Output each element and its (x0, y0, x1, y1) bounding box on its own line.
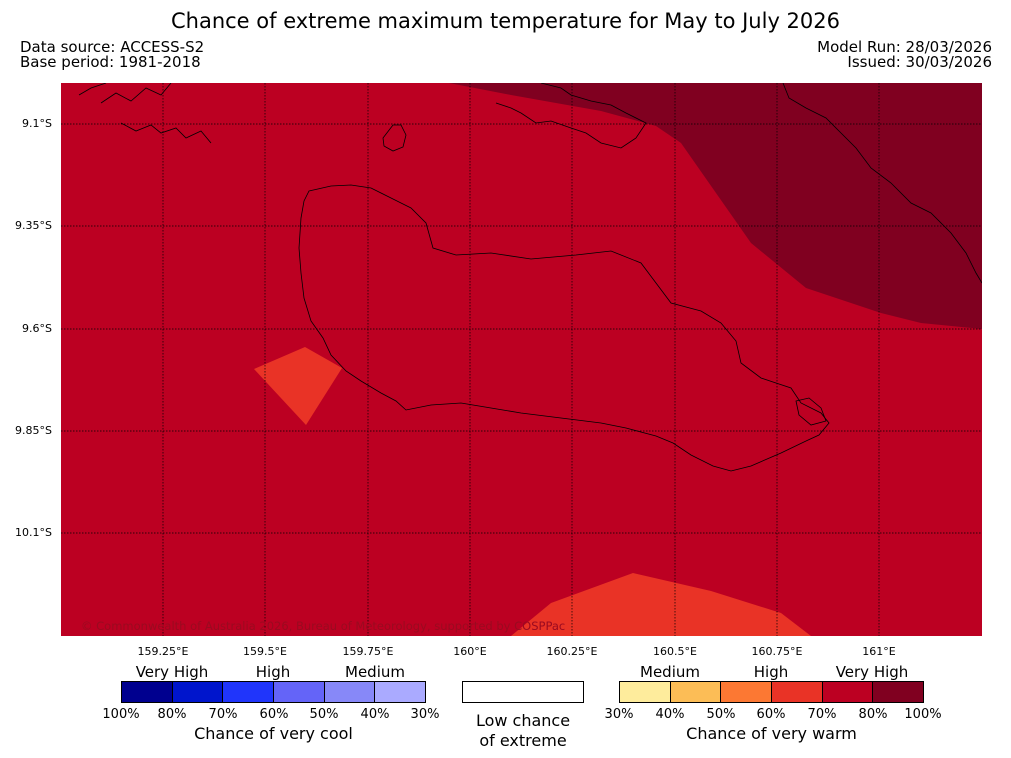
neutral-caption-line: of extreme (479, 731, 567, 750)
chart-title: Chance of extreme maximum temperature fo… (170, 9, 840, 33)
lon-tick: 159.25°E (137, 645, 189, 658)
lon-tick: 160.75°E (751, 645, 803, 658)
gridlines (61, 83, 982, 636)
warm-percent: 100% (904, 707, 942, 722)
warm-caption: Chance of very warm (686, 724, 857, 743)
cool-percent: 30% (410, 707, 440, 722)
warm-colorbar (619, 681, 924, 703)
northeast-coast (782, 83, 982, 284)
cool-swatch (223, 682, 275, 702)
base-period: Base period: 1981-2018 (20, 53, 201, 71)
lon-tick: 161°E (862, 645, 896, 658)
neutral-caption-line: Low chance (475, 711, 571, 730)
cool-percent: 40% (360, 707, 390, 722)
cool-percent: 70% (208, 707, 238, 722)
high-region-west (254, 347, 342, 425)
main-island-coast (298, 184, 830, 472)
cool-swatch (324, 682, 376, 702)
cool-category-label: Medium (345, 663, 405, 681)
high-region-south (511, 573, 811, 636)
lat-tick: 9.35°S (15, 219, 52, 232)
northwest-coast (78, 83, 212, 144)
lat-tick: 9.6°S (22, 322, 52, 335)
model-run: Model Run: 28/03/2026 (817, 38, 992, 56)
lon-tick: 160.25°E (546, 645, 598, 658)
lat-tick: 10.1°S (15, 526, 52, 539)
cool-percent: 60% (259, 707, 289, 722)
copyright: © Commonwealth of Australia 2026, Bureau… (81, 619, 565, 633)
warm-category-label: Medium (640, 663, 700, 681)
cool-percent: 100% (102, 707, 140, 722)
warm-percent: 80% (858, 707, 888, 722)
warm-percent: 40% (655, 707, 685, 722)
cool-percent: 50% (309, 707, 339, 722)
cool-category-label: Very High (135, 663, 209, 681)
cool-swatch (375, 682, 426, 702)
cool-colorbar (121, 681, 426, 703)
cool-caption: Chance of very cool (194, 724, 353, 743)
map-panel: © Commonwealth of Australia 2026, Bureau… (61, 83, 982, 636)
warm-percent: 30% (604, 707, 634, 722)
lon-tick: 160°E (453, 645, 487, 658)
very-high-region (449, 83, 982, 329)
cool-category-label: High (255, 663, 291, 681)
islet-north (382, 124, 407, 152)
lat-tick: 9.85°S (15, 424, 52, 437)
cool-percent: 80% (157, 707, 187, 722)
warm-percent: 70% (807, 707, 837, 722)
neutral-swatch (462, 681, 584, 703)
cool-swatch (172, 682, 224, 702)
lon-tick: 159.75°E (342, 645, 394, 658)
north-coast (495, 83, 647, 149)
warm-swatch (670, 682, 722, 702)
lon-tick: 160.5°E (653, 645, 697, 658)
neutral-caption: Low chance of extreme (443, 711, 603, 751)
coastlines (78, 83, 982, 472)
islet-east (795, 397, 827, 426)
cool-swatch (122, 682, 173, 702)
warm-swatch (721, 682, 773, 702)
warm-swatch (620, 682, 671, 702)
warm-percent: 50% (706, 707, 736, 722)
meta-right: Model Run: 28/03/2026 Issued: 30/03/2026 (817, 40, 992, 70)
data-source: Data source: ACCESS-S2 (20, 38, 205, 56)
warm-category-label: High (753, 663, 789, 681)
warm-percent: 60% (756, 707, 786, 722)
warm-category-label: Very High (835, 663, 909, 681)
cool-swatch (274, 682, 325, 702)
issued-date: Issued: 30/03/2026 (847, 53, 992, 71)
lon-tick: 159.5°E (243, 645, 287, 658)
warm-swatch (822, 682, 874, 702)
warm-swatch (873, 682, 924, 702)
meta-left: Data source: ACCESS-S2 Base period: 1981… (20, 40, 204, 70)
warm-swatch (772, 682, 823, 702)
lat-tick: 9.1°S (22, 117, 52, 130)
